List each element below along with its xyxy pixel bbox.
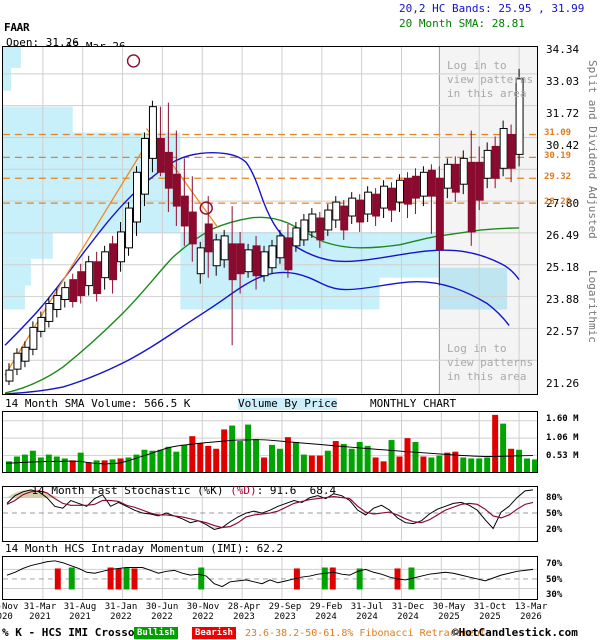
- volume-panel-title: 14 Month SMA Volume: 566.5 K: [5, 397, 191, 410]
- bearish-badge: Bearish: [192, 627, 236, 639]
- date-tick-12-year: 2025: [479, 612, 501, 622]
- fibonacci-legend: 23.6-38.2-50-61.8% Fibonacci Retracement…: [245, 628, 492, 639]
- date-axis: 30-Nov 2020 31-Mar 2021 31-Aug 2021 31-J…: [0, 600, 600, 624]
- date-tick-0-year: 2020: [0, 612, 13, 622]
- imi-tick-0: 70%: [546, 559, 563, 569]
- candlestick-series: [5, 68, 524, 386]
- fib-label-3: 28.28: [544, 197, 572, 207]
- stochastic-plot: [3, 487, 537, 541]
- volume-panel[interactable]: [2, 411, 538, 473]
- stoch-tick-1: 50%: [546, 509, 563, 519]
- chart-footer: % K - HCS IMI Crossover, Bullish Bearish…: [0, 626, 600, 640]
- date-tick-8-year: 2024: [315, 612, 337, 622]
- date-tick-1-year: 2021: [29, 612, 51, 622]
- date-tick-6-day: 28-Apr: [227, 602, 261, 612]
- stochastic-panel[interactable]: [2, 486, 538, 542]
- quote-header: FAAR 13-Mar-26 Close: 33.57 Change: 3.31…: [0, 0, 600, 106]
- stochastic-k-line: [6, 489, 534, 530]
- stochastic-panel-title: 14 Month Fast Stochastic (%K) (%D): 91.6…: [5, 473, 337, 509]
- date-tick-5-day: 30-Nov: [186, 602, 220, 612]
- date-tick-13-day: 13-Mar: [514, 602, 548, 612]
- price-tick-2: 31.72: [546, 107, 580, 120]
- date-tick-4-year: 2022: [151, 612, 173, 622]
- stoch-tick-2: 20%: [546, 525, 563, 535]
- quote-header-line2: Open: 31.26 High: 34.34 Low: 30.95 Vol: …: [0, 16, 361, 106]
- axis-caption-adjusted: Split and Dividend Adjusted: [586, 60, 599, 239]
- imi-panel[interactable]: [2, 556, 538, 600]
- login-overlay-bottom: Log in to view patterns in this area: [447, 342, 534, 383]
- volume-tick-2: 0.53 M: [546, 451, 579, 461]
- hc-band-upper: [4, 151, 520, 346]
- price-chart-panel[interactable]: Log in to view patterns in this area Log…: [2, 46, 538, 395]
- date-tick-7-day: 29-Sep: [268, 602, 302, 612]
- price-tick-3: 30.42: [546, 139, 580, 152]
- price-tick-1: 33.03: [546, 75, 580, 88]
- date-tick-5-year: 2022: [192, 612, 214, 622]
- monthly-chart-label: MONTHLY CHART: [370, 397, 457, 410]
- date-tick-6-year: 2023: [233, 612, 255, 622]
- login-overlay-top: Log in to view patterns in this area: [447, 59, 534, 100]
- imi-panel-title: 14 Month HCS Intraday Momentum (IMI): 62…: [5, 542, 284, 555]
- stochastic-title-a: 14 Month Fast Stochastic (%K): [31, 484, 231, 497]
- price-tick-4: 27.80: [546, 197, 580, 210]
- volume-sma-line: [5, 439, 534, 465]
- imi-plot: [3, 557, 537, 599]
- date-tick-12-day: 31-Oct: [473, 602, 507, 612]
- stochastic-title-vals: : 91.6 68.4: [256, 484, 337, 497]
- date-tick-7-year: 2023: [274, 612, 296, 622]
- fib-label-1: 30.19: [544, 151, 572, 161]
- imi-line: [6, 560, 534, 588]
- date-tick-11-day: 30-May: [432, 602, 466, 612]
- ticker-symbol: FAAR: [4, 21, 30, 34]
- fib-label-2: 29.32: [544, 172, 572, 182]
- date-tick-0-day: 30-Nov: [0, 602, 19, 612]
- date-tick-13-year: 2026: [520, 612, 542, 622]
- price-tick-8: 22.57: [546, 325, 580, 338]
- price-plot: [3, 47, 537, 394]
- stochastic-title-d: (%D): [230, 484, 257, 497]
- hc-band-lower: [4, 271, 510, 394]
- date-tick-3-day: 31-Jan: [104, 602, 138, 612]
- stoch-tick-0: 80%: [546, 493, 563, 503]
- fibonacci-lines: [3, 133, 537, 204]
- volume-tick-0: 1.60 M: [546, 414, 579, 424]
- date-tick-11-year: 2025: [438, 612, 460, 622]
- price-tick-9: 21.26: [546, 377, 580, 390]
- date-tick-10-day: 31-Dec: [391, 602, 425, 612]
- date-tick-2-day: 31-Aug: [63, 602, 97, 612]
- open-value: Open: 31.26: [6, 36, 79, 49]
- fib-label-0: 31.09: [544, 128, 572, 138]
- bullish-badge: Bullish: [134, 627, 178, 639]
- date-tick-1-day: 31-Mar: [23, 602, 57, 612]
- hc-bands-legend: 20,2 HC Bands: 25.95 , 31.99: [399, 2, 585, 15]
- price-tick-7: 23.88: [546, 293, 580, 306]
- price-tick-6: 25.18: [546, 261, 580, 274]
- date-tick-9-day: 31-Jul: [350, 602, 384, 612]
- date-tick-9-year: 2024: [356, 612, 378, 622]
- imi-tick-1: 50%: [546, 575, 563, 585]
- price-tick-0: 34.34: [546, 43, 580, 56]
- date-tick-2-year: 2021: [69, 612, 91, 622]
- brand-watermark: ©HotCandlestick.com: [452, 626, 578, 639]
- date-tick-8-day: 29-Feb: [309, 602, 343, 612]
- sma-legend: 20 Month SMA: 28.81: [399, 17, 525, 30]
- date-tick-10-year: 2024: [397, 612, 419, 622]
- volume-tick-1: 1.06 M: [546, 433, 579, 443]
- date-tick-4-day: 30-Jun: [145, 602, 179, 612]
- pattern-markers: [126, 54, 213, 215]
- axis-caption-logarithmic: Logarithmic: [586, 270, 599, 343]
- imi-tick-2: 30%: [546, 590, 563, 600]
- volume-plot: [3, 412, 537, 472]
- date-tick-3-year: 2022: [110, 612, 132, 622]
- stochastic-d-line: [6, 490, 534, 529]
- price-tick-5: 26.49: [546, 229, 580, 242]
- quote-header-line1: FAAR 13-Mar-26 Close: 33.57 Change: 3.31…: [0, 1, 398, 91]
- volume-bars: [5, 414, 537, 472]
- volume-by-price-label: Volume By Price: [238, 397, 338, 410]
